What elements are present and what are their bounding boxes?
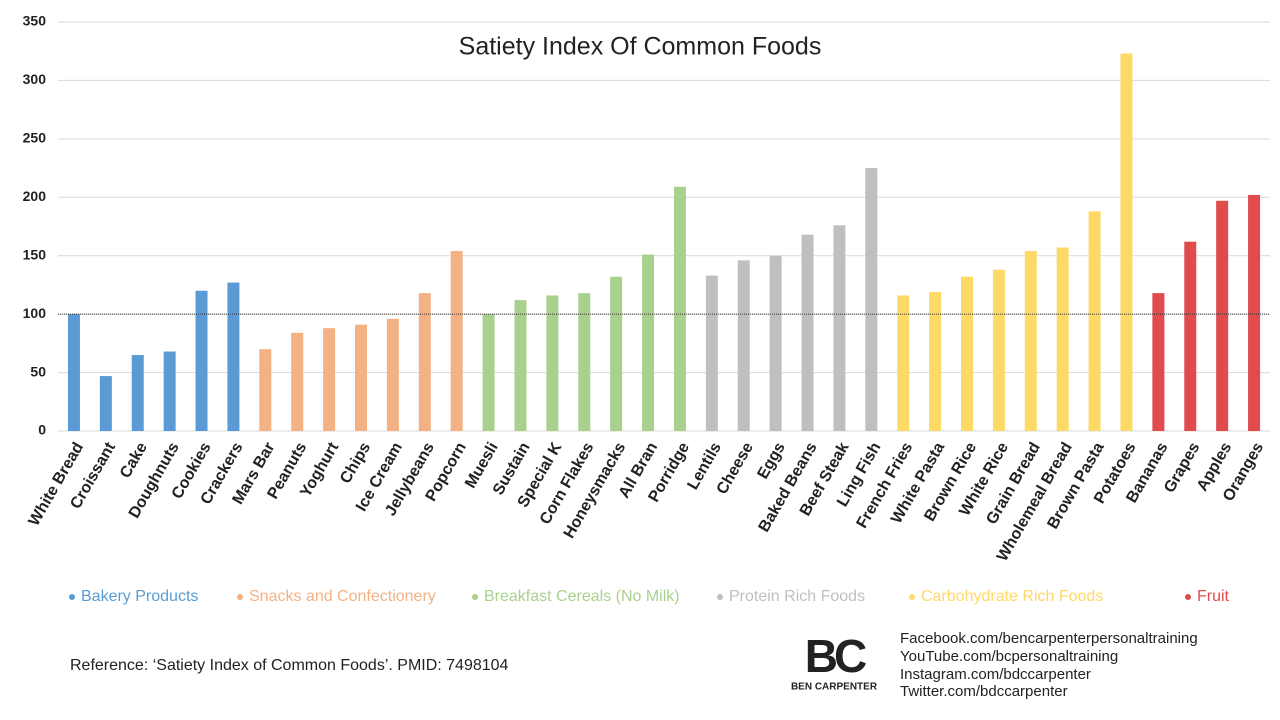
bar [386,318,399,431]
bar [99,376,112,431]
legend-label: Bakery Products [81,588,198,605]
bar [546,295,559,431]
bar [833,225,846,431]
bar [291,332,304,431]
social-link: Instagram.com/bdccarpenter [900,666,1091,683]
legend-label: Snacks and Confectionery [249,588,436,605]
legend-marker [237,594,243,600]
legend-marker [717,594,723,600]
legend-marker [472,594,478,600]
bar [514,300,527,431]
bar [1248,194,1261,431]
social-link: Twitter.com/bdccarpenter [900,683,1068,700]
legend-marker [69,594,75,600]
bar [482,314,495,431]
bar [673,186,686,431]
bar [1216,200,1229,431]
bar [961,276,973,431]
bar [355,324,367,431]
bar [769,255,782,431]
bar [865,168,878,432]
brand: BEN CARPENTER [791,682,878,693]
y-tick-label: 250 [23,130,47,146]
bar [992,269,1005,431]
legend-label: Fruit [1197,588,1230,605]
y-tick-label: 300 [23,71,47,87]
bar [1152,293,1165,431]
bar [195,290,208,431]
bar [418,293,431,431]
bar [578,293,591,431]
bar [929,291,942,431]
legend-label: Protein Rich Foods [729,588,865,605]
reference: Reference: ‘Satiety Index of Common Food… [70,657,509,674]
legend-label: Breakfast Cereals (No Milk) [484,588,680,605]
bar [737,260,750,431]
bar [705,275,718,431]
bar [67,314,80,431]
bar [163,351,176,431]
bar [450,251,463,431]
legend-marker [1185,594,1191,600]
y-tick-label: 100 [23,305,47,321]
bar [801,234,814,431]
y-tick-label: 150 [23,246,47,262]
bar [227,282,240,431]
bar [1024,251,1037,431]
y-tick-label: 200 [23,188,47,204]
bar [131,355,144,431]
bar [1120,53,1133,432]
chart-title: Satiety Index Of Common Foods [459,33,822,61]
logo: BC [805,630,866,682]
bar [1056,247,1069,431]
bar [610,276,623,431]
y-tick-label: 50 [30,363,46,379]
bar [323,328,336,431]
social-link: YouTube.com/bcpersonaltraining [900,648,1118,665]
bar [1088,211,1101,431]
bar [642,254,655,431]
bar [1184,241,1197,431]
y-tick-label: 0 [38,422,46,438]
bar [259,349,272,431]
legend-marker [909,594,915,600]
social-link: Facebook.com/bencarpenterpersonaltrainin… [900,630,1198,647]
legend-label: Carbohydrate Rich Foods [921,588,1103,605]
bar [897,295,910,431]
y-tick-label: 350 [23,13,47,29]
